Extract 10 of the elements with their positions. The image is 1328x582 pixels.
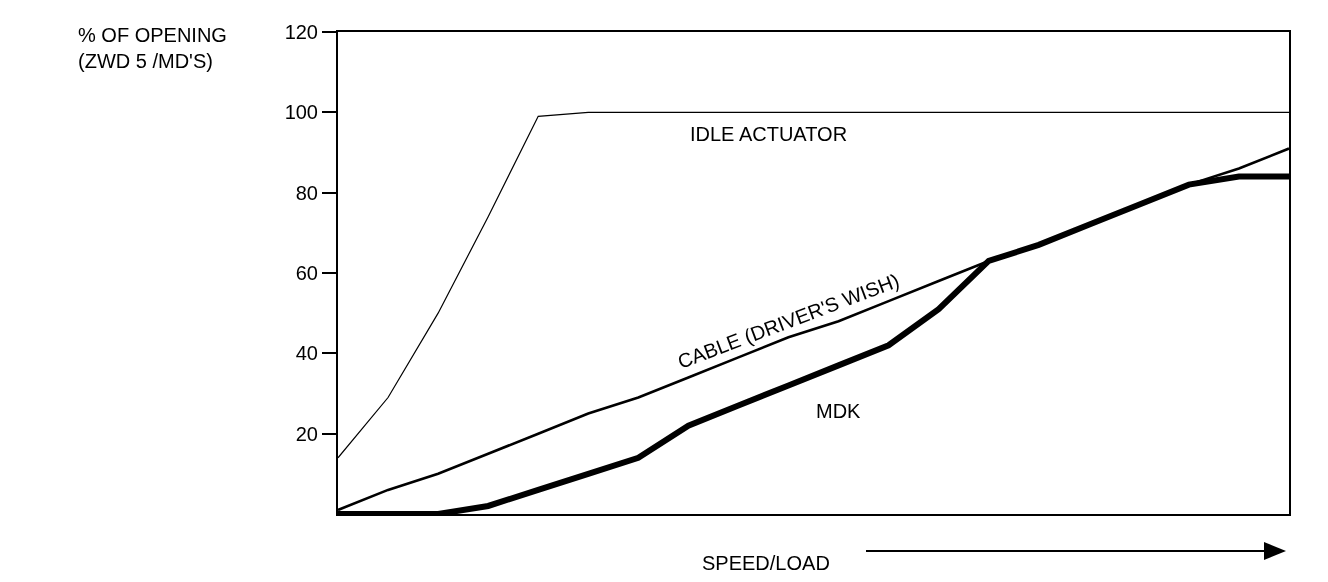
y-tick-label: 20 xyxy=(295,422,318,445)
series-label: MDK xyxy=(816,400,862,422)
y-tick-label: 60 xyxy=(295,262,318,284)
y-tick-label: 40 xyxy=(295,342,318,365)
y-axis-title: % OF OPENING (ZWD 5 /MD'S) xyxy=(78,24,227,72)
y-tick-label: 80 xyxy=(295,181,318,204)
y-tick-label: 100 xyxy=(284,101,318,124)
y-tick-label: 120 xyxy=(284,21,318,43)
x-axis-title: SPEED/LOAD xyxy=(702,552,830,574)
series-label: IDLE ACTUATOR xyxy=(690,123,848,145)
